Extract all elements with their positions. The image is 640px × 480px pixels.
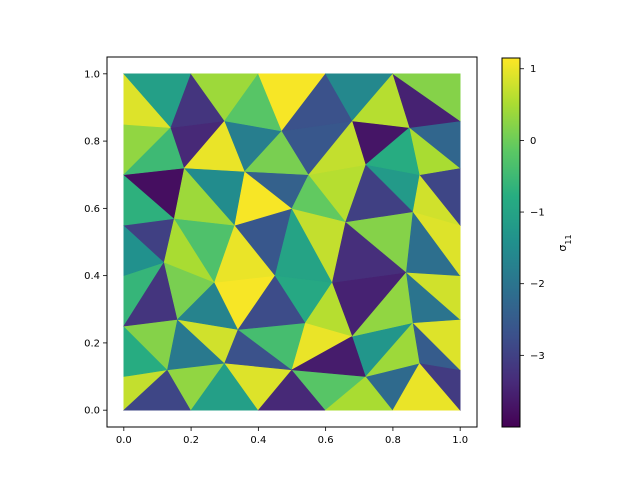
colorbar-ticks: 1 0 −1 −2 −3 (520, 64, 545, 362)
colorbar-tick-label: −3 (530, 351, 545, 362)
x-tick-label: 0.6 (318, 435, 334, 446)
colorbar-frame (501, 57, 521, 428)
y-tick-label: 0.4 (84, 271, 100, 282)
x-tick-label: 0.4 (250, 435, 266, 446)
y-tick-label: 0.0 (84, 406, 100, 417)
colorbar-tick-label: −2 (530, 279, 545, 290)
colorbar-tick-label: −1 (530, 208, 545, 219)
y-tick-label: 0.6 (84, 204, 100, 215)
y-axis: 0.0 0.2 0.4 0.6 0.8 1.0 (84, 69, 107, 417)
plot-area: 0.0 0.2 0.4 0.6 0.8 1.0 0.0 0.2 0.4 0.6 0.8 1.0 (84, 56, 478, 446)
triangle-field (122, 73, 462, 412)
axes-frame (106, 56, 478, 428)
colorbar-fill (502, 58, 520, 427)
x-tick-label: 0.2 (183, 435, 199, 446)
x-tick-label: 0.8 (385, 435, 401, 446)
y-tick-label: 0.8 (84, 137, 100, 148)
x-axis: 0.0 0.2 0.4 0.6 0.8 1.0 (116, 427, 468, 446)
y-tick-label: 1.0 (84, 69, 100, 80)
colorbar-tick-label: 1 (530, 64, 536, 75)
colorbar: 1 0 −1 −2 −3 σ11 (501, 57, 573, 428)
y-tick-label: 0.2 (84, 338, 100, 349)
x-tick-label: 1.0 (452, 435, 468, 446)
colorbar-label: σ11 (556, 234, 573, 251)
x-tick-label: 0.0 (116, 435, 132, 446)
mesh-triangle (391, 73, 461, 122)
colorbar-tick-label: 0 (530, 136, 536, 147)
